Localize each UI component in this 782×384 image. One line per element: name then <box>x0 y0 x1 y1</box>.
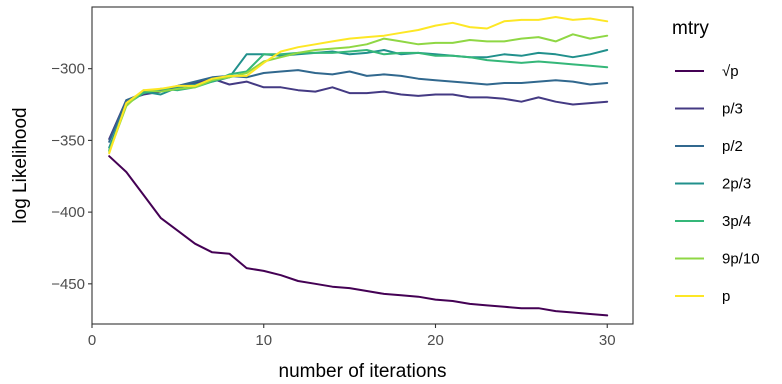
legend-label-7: p <box>722 288 730 305</box>
legend-label-6: 9p/10 <box>722 251 760 268</box>
series-line-2 <box>108 77 609 140</box>
legend-label-3: p/2 <box>722 138 743 155</box>
x-tick-label: 0 <box>88 332 96 349</box>
legend-title: mtry <box>672 18 709 39</box>
series-line-5 <box>108 49 609 152</box>
x-tick-label: 30 <box>599 332 616 349</box>
legend-label-1: √p <box>722 63 739 80</box>
y-tick-label: −450 <box>51 276 85 293</box>
series-line-7 <box>108 16 609 155</box>
plot-panel-border <box>91 6 634 325</box>
series-lines <box>108 16 609 317</box>
x-axis-title: number of iterations <box>279 361 447 382</box>
legend: √p p/3 p/2 2p/3 3p/4 9p/10 p <box>675 63 760 305</box>
legend-label-5: 3p/4 <box>722 213 751 230</box>
y-tick-label: −400 <box>51 204 85 221</box>
legend-label-2: p/3 <box>722 101 743 118</box>
series-line-3 <box>108 69 609 143</box>
x-tick-label: 10 <box>255 332 272 349</box>
x-tick-label: 20 <box>427 332 444 349</box>
legend-label-4: 2p/3 <box>722 176 751 193</box>
axis-ticks: 0 10 20 30 −450 −400 −350 −300 <box>51 61 615 349</box>
series-line-1 <box>108 155 609 317</box>
y-tick-label: −350 <box>51 132 85 149</box>
y-tick-label: −300 <box>51 61 85 78</box>
series-line-6 <box>108 33 609 153</box>
y-axis-title: log Likelihood <box>10 107 31 223</box>
